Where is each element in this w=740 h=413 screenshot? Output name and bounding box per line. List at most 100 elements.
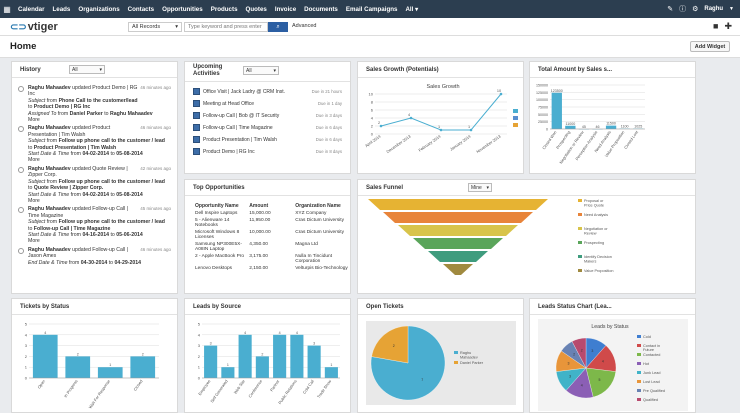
history-text[interactable]: Follow-up Call | Time Magazine <box>33 225 111 232</box>
history-text[interactable]: 04-29-2014 <box>114 259 142 266</box>
history-text[interactable]: 04-02-2014 <box>82 191 111 198</box>
bar[interactable] <box>130 356 156 378</box>
bar[interactable] <box>65 356 91 378</box>
history-text[interactable]: Raghu Mahaadev <box>28 85 73 91</box>
bar[interactable] <box>551 92 562 129</box>
info-icon[interactable]: ⓘ <box>679 6 687 13</box>
history-text[interactable]: Phone Call to the customer/lead <box>58 97 138 104</box>
history-text[interactable]: Quote Review | Zipper Corp. <box>33 185 104 192</box>
history-text[interactable]: 04-30-2014 <box>80 259 109 266</box>
history-text[interactable]: Product Demo | RG Inc <box>33 104 91 111</box>
table-row[interactable]: Microsoft Windows 8 Licenses 10,000.00 Cra… <box>195 229 350 241</box>
search-button[interactable]: ⌕ <box>268 22 288 32</box>
pie-slice[interactable] <box>371 325 409 364</box>
data-point[interactable] <box>469 128 473 132</box>
pie-slice[interactable] <box>370 325 446 401</box>
history-text[interactable]: 05-08-2014 <box>116 191 143 198</box>
advanced-search-link[interactable]: Advanced <box>292 23 317 29</box>
history-text[interactable]: 04-02-2014 <box>82 151 111 158</box>
activity-link[interactable]: Product Demo | RG Inc <box>203 148 255 155</box>
nav-item-organizations[interactable]: Organizations <box>78 5 120 13</box>
table-row[interactable]: 2 - Apple MacBook Pro 3,175.00 Nulla In Ti… <box>195 253 350 265</box>
history-text[interactable]: Raghu Mahaadev <box>28 246 73 253</box>
nav-item-all[interactable]: All ▾ <box>405 5 419 13</box>
user-menu[interactable]: Raghu <box>704 6 724 12</box>
funnel-segment[interactable] <box>413 238 503 249</box>
table-cell: 10,000.00 <box>249 230 271 235</box>
history-text[interactable]: 05-06-2014 <box>116 231 143 238</box>
funnel-segment[interactable] <box>443 264 473 275</box>
nav-item-email-campaigns[interactable]: Email Campaigns <box>345 5 398 13</box>
pie-slice[interactable] <box>571 337 587 369</box>
history-text[interactable]: Product Presentation | Tim Walsh <box>33 144 117 151</box>
history-text[interactable]: Follow up phone call to the customer / l… <box>58 178 165 185</box>
data-point[interactable] <box>439 128 443 132</box>
history-text[interactable]: Raghu Mahaadev <box>28 165 73 172</box>
app-grid-icon[interactable]: ▦ <box>3 4 11 14</box>
data-point[interactable] <box>409 116 413 120</box>
history-more-link[interactable]: More <box>28 117 40 124</box>
funnel-filter-select[interactable]: Mine ▾ <box>468 183 492 192</box>
history-filter-select[interactable]: All ▾ <box>69 65 105 74</box>
table-row[interactable]: 5 - Alienware 14 Notebooks 11,950.00 Cras … <box>195 217 350 229</box>
add-widget-button[interactable]: Add Widget <box>690 41 730 52</box>
history-text[interactable]: Raghu Mahaadev <box>28 125 73 132</box>
add-icon[interactable]: ✚ <box>724 21 732 31</box>
bar[interactable] <box>605 125 617 129</box>
gear-icon[interactable]: ⚙ <box>692 6 699 13</box>
activity-link[interactable]: Product Presentation | Tim Walsh <box>203 136 277 143</box>
vtiger-logo[interactable]: ⊂⊃ vtiger <box>10 21 58 33</box>
funnel-segment[interactable] <box>398 225 518 236</box>
data-point[interactable] <box>379 124 383 128</box>
bar[interactable] <box>255 356 269 378</box>
funnel-segment[interactable] <box>383 212 533 223</box>
history-more-link[interactable]: More <box>28 197 40 204</box>
history-text[interactable]: Follow up phone call to the customer / l… <box>58 138 165 145</box>
chevron-down-icon[interactable]: ▼ <box>729 6 734 12</box>
activity-link[interactable]: Follow-up Call | Time Magazine <box>203 124 273 131</box>
activities-filter-select[interactable]: All ▾ <box>243 66 279 75</box>
history-more-link[interactable]: More <box>28 238 40 245</box>
history-more-link[interactable]: More <box>28 157 40 164</box>
history-text[interactable]: 05-08-2014 <box>116 151 143 158</box>
bar[interactable] <box>324 367 338 378</box>
history-text[interactable]: Follow up phone call to the customer / l… <box>58 219 165 226</box>
history-text[interactable]: Raghu Mahaadev <box>110 110 153 117</box>
bar[interactable] <box>565 125 576 129</box>
history-text[interactable]: Daniel Parker <box>69 110 105 117</box>
video-icon[interactable]: ■ <box>713 21 719 31</box>
funnel-segment[interactable] <box>428 251 488 262</box>
nav-item-calendar[interactable]: Calendar <box>18 5 45 13</box>
bar[interactable] <box>97 367 123 378</box>
bar[interactable] <box>32 334 58 378</box>
table-row[interactable]: Lenovo Desktops 2,150.00 Velturpis Bio-Tec… <box>195 265 350 272</box>
search-input[interactable]: Type keyword and press enter <box>184 22 268 32</box>
table-row[interactable]: Dell Inspire Laptops 15,000.00 XYZ Company <box>195 210 350 217</box>
activity-link[interactable]: Meeting at Head Office <box>203 100 255 107</box>
nav-item-documents[interactable]: Documents <box>304 5 338 13</box>
data-label: 1 <box>109 363 111 367</box>
widget-header: Upcoming Activities All ▾ <box>185 62 350 82</box>
activity-link[interactable]: Office Visit | Jack Ladry @ CRM Inst. <box>203 88 286 95</box>
bar[interactable] <box>290 334 304 378</box>
funnel-segment[interactable] <box>368 199 548 210</box>
search-scope-select[interactable]: All Records ▾ <box>128 22 182 32</box>
nav-item-opportunities[interactable]: Opportunities <box>162 5 203 13</box>
bar[interactable] <box>238 334 252 378</box>
bar[interactable] <box>307 345 321 378</box>
bar[interactable] <box>273 334 287 378</box>
table-row[interactable]: Samsung NP300E5X-A08IN Laptop 4,350.00 Mag… <box>195 241 350 253</box>
bar[interactable] <box>221 367 235 378</box>
nav-item-leads[interactable]: Leads <box>52 5 71 13</box>
legend-swatch <box>637 353 641 356</box>
activity-link[interactable]: Follow-up Call | Bob @ IT Security <box>203 112 280 119</box>
history-text[interactable]: Raghu Mahaadev <box>28 206 73 213</box>
history-text[interactable]: 04-16-2014 <box>82 231 111 238</box>
bar[interactable] <box>204 345 218 378</box>
nav-item-products[interactable]: Products <box>210 5 238 13</box>
pencil-icon[interactable]: ✎ <box>667 6 674 13</box>
nav-item-invoice[interactable]: Invoice <box>274 5 297 13</box>
data-point[interactable] <box>499 92 503 96</box>
nav-item-quotes[interactable]: Quotes <box>245 5 267 13</box>
nav-item-contacts[interactable]: Contacts <box>127 5 155 13</box>
